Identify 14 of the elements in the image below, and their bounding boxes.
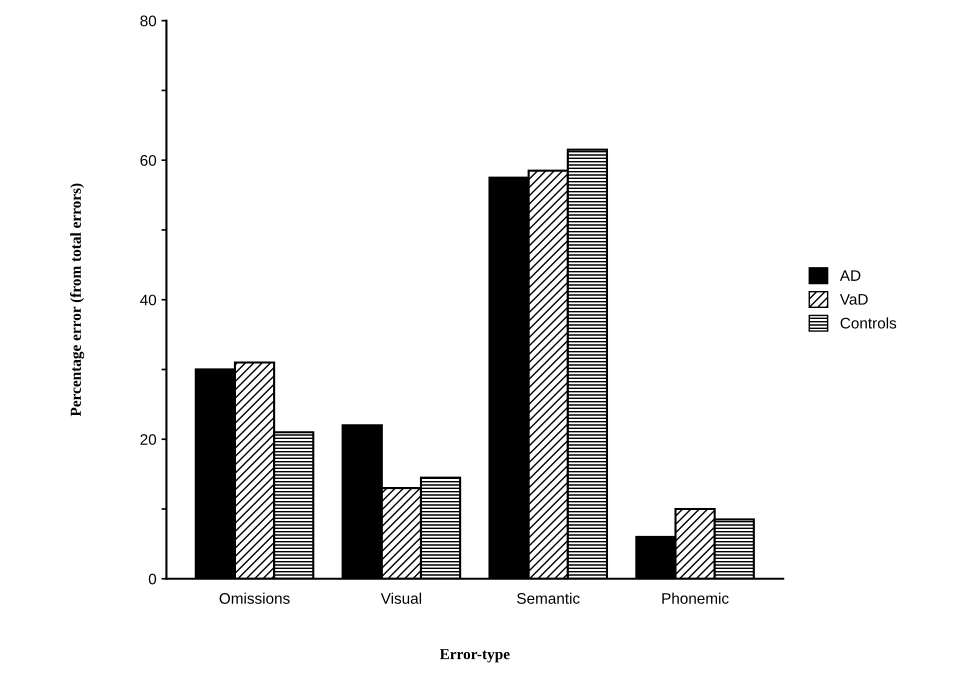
y-tick-label: 80 — [140, 16, 156, 26]
x-tick-label: Semantic — [517, 592, 580, 604]
x-tick-label: Visual — [380, 592, 422, 604]
x-axis-title: Error-type — [440, 649, 510, 662]
legend-label: AD — [840, 270, 860, 281]
legend-label: Controls — [840, 317, 896, 329]
legend-label: VaD — [840, 294, 868, 305]
y-tick-label: 0 — [148, 574, 156, 584]
y-tick-label: 60 — [140, 155, 156, 166]
y-tick-label: 40 — [140, 294, 156, 306]
y-axis-title: Percentage error (from total errors) — [70, 184, 84, 416]
x-tick-label: Omissions — [220, 592, 290, 604]
x-tick-label: Phonemic — [662, 592, 729, 604]
y-tick-label: 20 — [140, 434, 156, 445]
